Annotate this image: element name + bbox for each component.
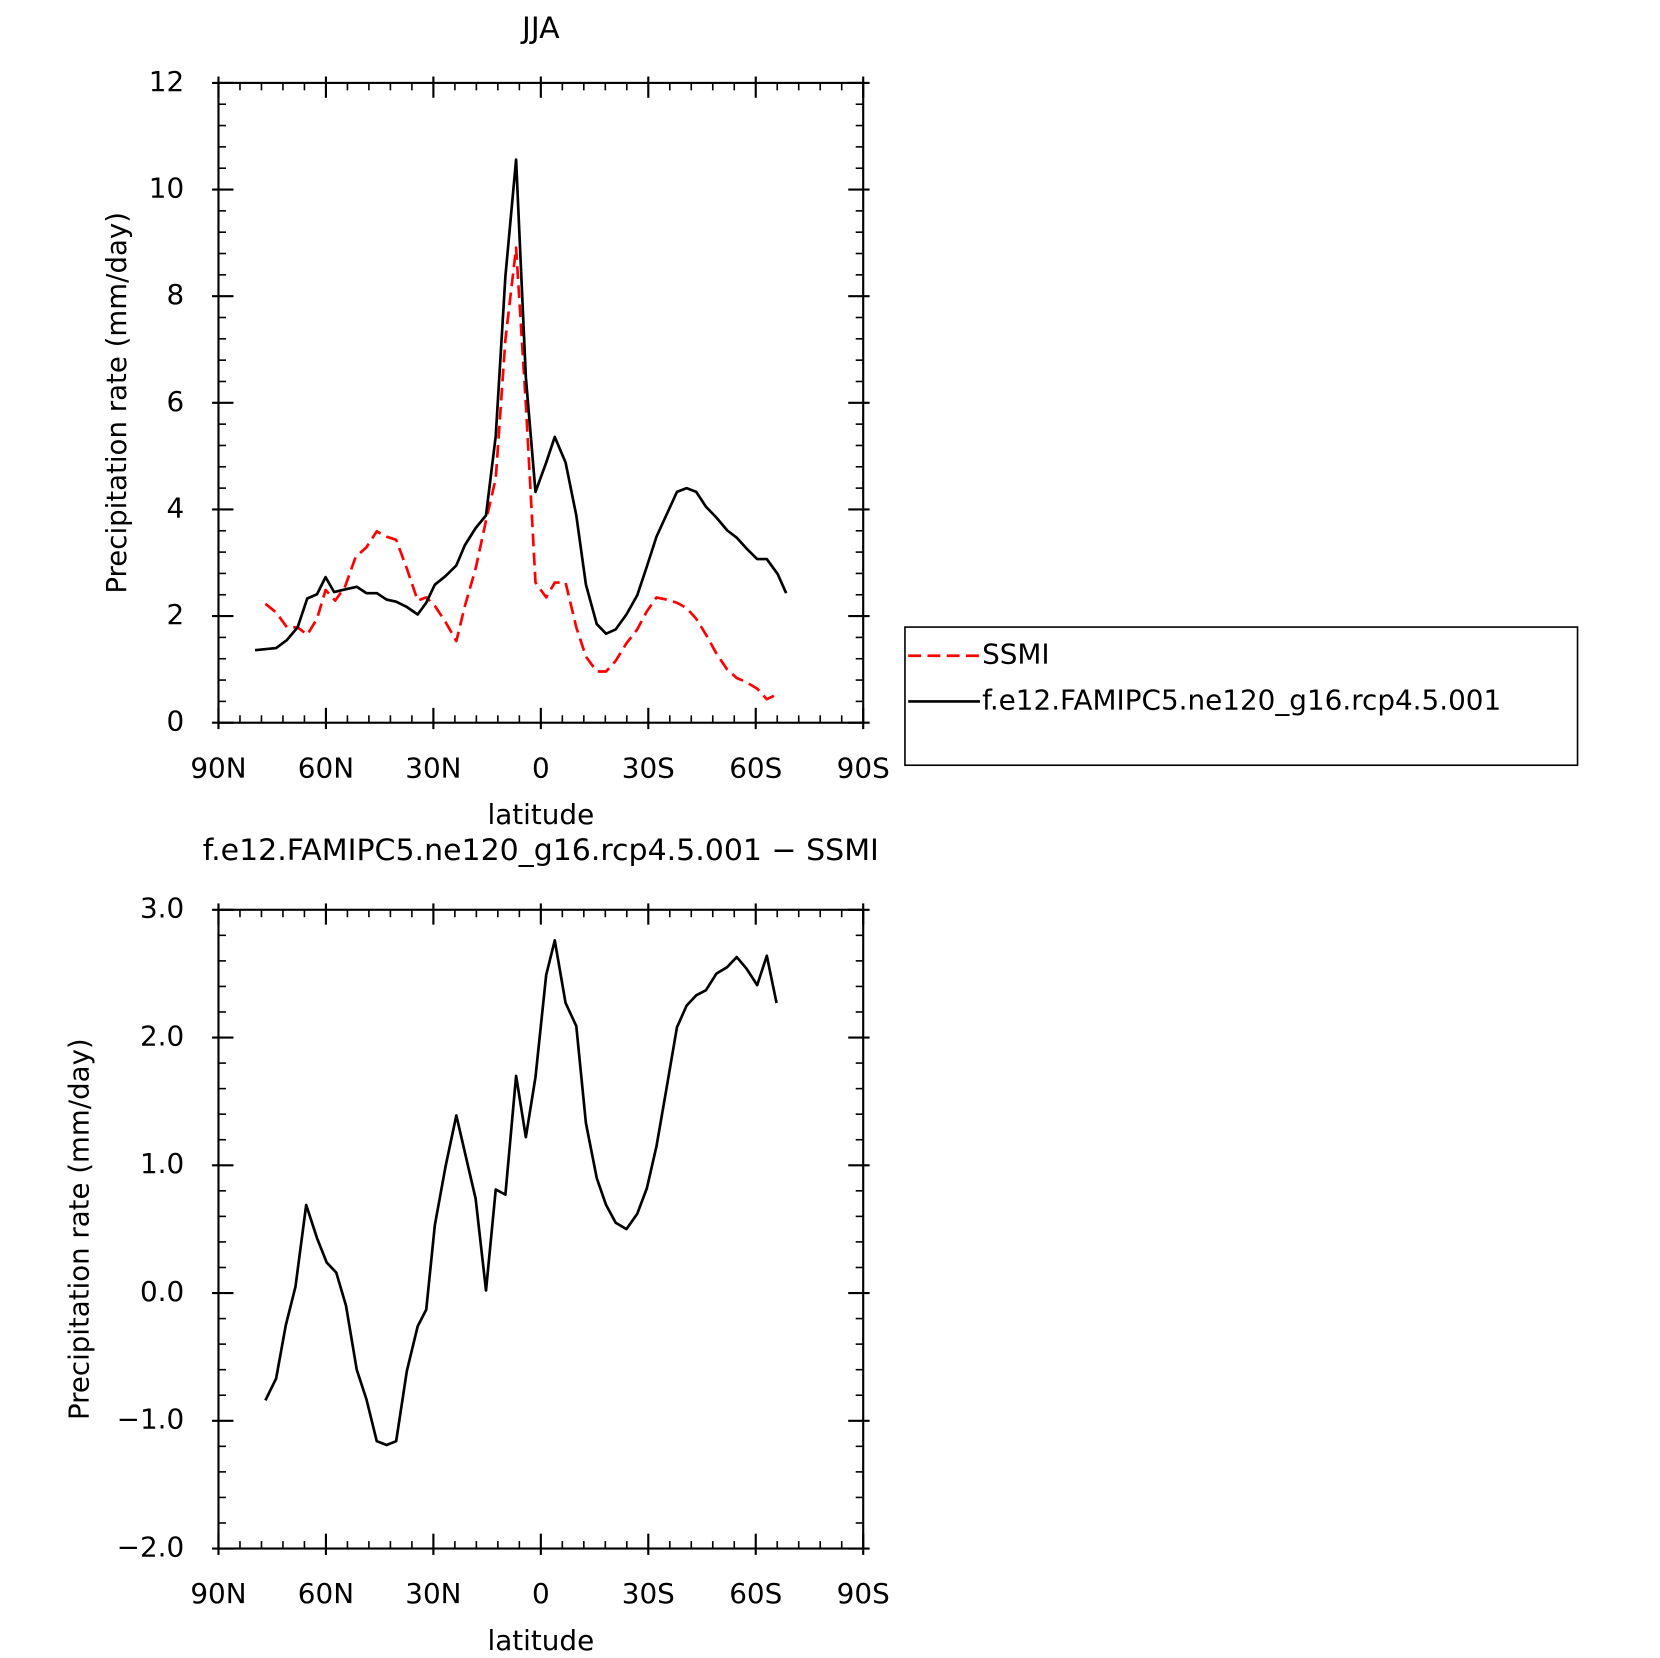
x-tick-label: 60S (729, 1577, 782, 1610)
x-tick-label: 30N (405, 752, 461, 785)
y-tick-label: 8 (166, 278, 184, 311)
x-tick-label: 60N (298, 1577, 354, 1610)
x-tick-label: 90S (837, 1577, 890, 1610)
plot-frame (217, 81, 865, 724)
y-tick-label: 0.0 (140, 1275, 184, 1308)
x-tick-label: 90N (190, 1577, 246, 1610)
y-tick-label: 3.0 (140, 892, 184, 925)
y-tick-label: 6 (166, 385, 184, 418)
y-tick-label: 0 (166, 705, 184, 738)
legend-label: SSMI (982, 638, 1050, 671)
data-line (264, 939, 778, 1447)
y-axis-label: Precipitation rate (mm/day) (100, 212, 133, 594)
y-tick-label: 1.0 (140, 1147, 184, 1180)
y-tick-label: 2 (166, 598, 184, 631)
x-axis-label: latitude (487, 1624, 594, 1657)
chart-title: f.e12.FAMIPC5.ne120_g16.rcp4.5.001 − SSM… (203, 833, 879, 868)
y-tick-label: 2.0 (140, 1020, 184, 1053)
y-tick-label: −1.0 (117, 1403, 185, 1436)
data-line (254, 158, 788, 652)
x-tick-label: 30S (622, 752, 675, 785)
x-tick-label: 0 (532, 1577, 550, 1610)
x-axis-label: latitude (487, 798, 594, 831)
x-tick-label: 30N (405, 1577, 461, 1610)
x-tick-label: 0 (532, 752, 550, 785)
y-tick-label: 4 (166, 492, 184, 525)
y-axis-label: Precipitation rate (mm/day) (62, 1038, 95, 1420)
x-tick-label: 90N (190, 752, 246, 785)
legend-label: f.e12.FAMIPC5.ne120_g16.rcp4.5.001 (982, 684, 1501, 717)
y-tick-label: 10 (149, 172, 184, 205)
y-tick-label: 12 (149, 65, 184, 98)
x-tick-label: 30S (622, 1577, 675, 1610)
data-line (264, 246, 779, 701)
x-tick-label: 90S (837, 752, 890, 785)
legend-box (904, 626, 1579, 767)
chart-title: JJA (520, 11, 560, 46)
x-tick-label: 60S (729, 752, 782, 785)
x-tick-label: 60N (298, 752, 354, 785)
y-tick-label: −2.0 (117, 1531, 185, 1564)
